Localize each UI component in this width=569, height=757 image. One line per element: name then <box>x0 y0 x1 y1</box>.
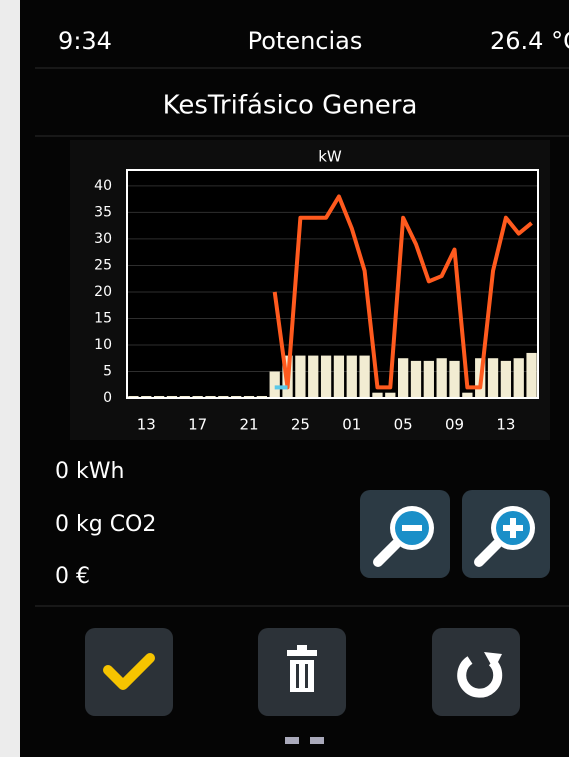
y-tick-label: 25 <box>94 257 112 273</box>
bar <box>526 352 537 398</box>
page-dot <box>310 737 324 744</box>
x-tick-label: 05 <box>394 416 413 434</box>
bar <box>436 358 447 398</box>
screen-name: Potencias <box>248 27 363 55</box>
bar <box>398 358 409 398</box>
energy: 0 kWh <box>55 459 124 484</box>
x-tick-label: 21 <box>239 416 258 434</box>
accept-button[interactable] <box>85 628 173 716</box>
bar <box>462 392 473 398</box>
bar <box>295 355 306 398</box>
y-tick-label: 35 <box>94 204 112 220</box>
y-tick-label: 15 <box>94 310 112 326</box>
bar <box>372 392 383 398</box>
bar <box>423 360 434 398</box>
line <box>272 194 533 390</box>
bar <box>500 360 512 398</box>
y-tick-label: 5 <box>103 363 112 379</box>
temperature: 26.4 °C <box>490 27 569 55</box>
bar <box>385 392 396 398</box>
x-tick-label: 13 <box>496 416 515 434</box>
bar <box>308 355 319 398</box>
refresh-button[interactable] <box>432 628 520 716</box>
y-tick-label: 10 <box>94 337 112 353</box>
bar <box>320 355 332 398</box>
bar <box>269 371 280 398</box>
y-tick-label: 0 <box>103 390 112 406</box>
x-tick-label: 25 <box>291 416 310 434</box>
money: 0 € <box>55 564 90 589</box>
bar <box>359 355 370 398</box>
y-axis-label: kW <box>318 148 342 166</box>
x-tick-label: 01 <box>342 416 361 434</box>
x-tick-label: 17 <box>188 416 207 434</box>
x-tick-label: 13 <box>137 416 156 434</box>
time: 9:34 <box>58 27 112 55</box>
y-tick-label: 20 <box>94 284 112 300</box>
plot-frame <box>126 169 539 399</box>
zoom-out-button[interactable] <box>360 490 450 578</box>
y-tick-label: 30 <box>94 231 112 247</box>
co2: 0 kg CO2 <box>55 512 156 537</box>
delete-button[interactable] <box>258 628 346 716</box>
zoom-in-button[interactable] <box>462 490 550 578</box>
bar <box>410 360 422 398</box>
bar <box>487 358 499 398</box>
x-tick-label: 09 <box>445 416 464 434</box>
title: KesTrifásico Genera <box>163 91 418 121</box>
bar <box>513 358 524 398</box>
bar <box>346 355 357 398</box>
page-dot <box>285 737 299 744</box>
bar <box>449 360 460 398</box>
bar <box>333 355 345 398</box>
y-tick-label: 40 <box>94 178 112 194</box>
